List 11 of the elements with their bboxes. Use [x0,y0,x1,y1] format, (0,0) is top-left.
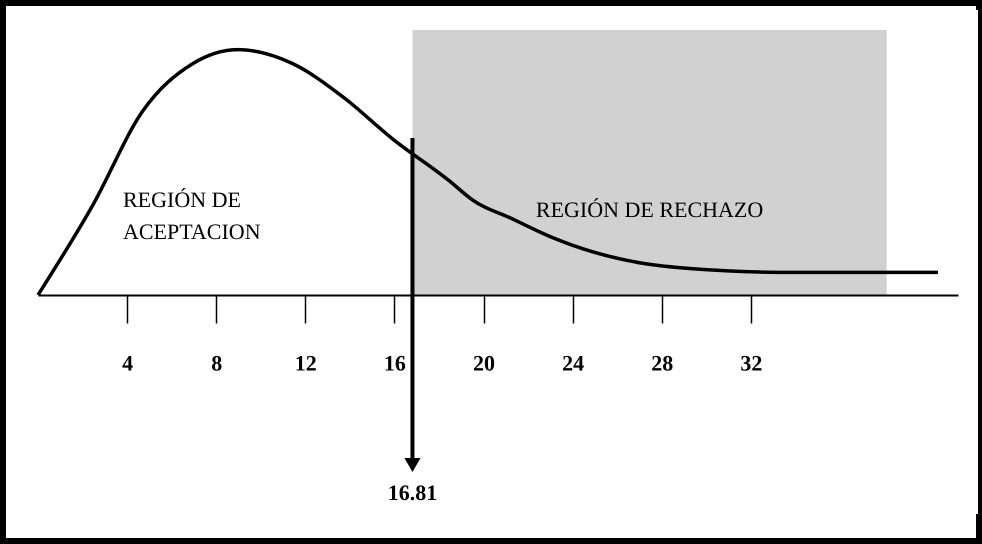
x-tick-label: 8 [211,350,222,376]
x-tick-label: 16 [384,350,406,376]
band-label: REGIÓN DE RECHAZO [536,197,764,222]
ref-line-label: 16.81 [388,480,438,505]
x-tick-label: 28 [651,350,674,376]
x-tick-label: 24 [562,350,584,376]
annotation: REGIÓN DE ACEPTACION [123,187,261,244]
x-tick-label: 20 [473,350,496,376]
x-tick-label: 4 [122,350,134,376]
x-tick-label: 12 [294,350,317,376]
x-tick-label: 32 [740,350,762,376]
